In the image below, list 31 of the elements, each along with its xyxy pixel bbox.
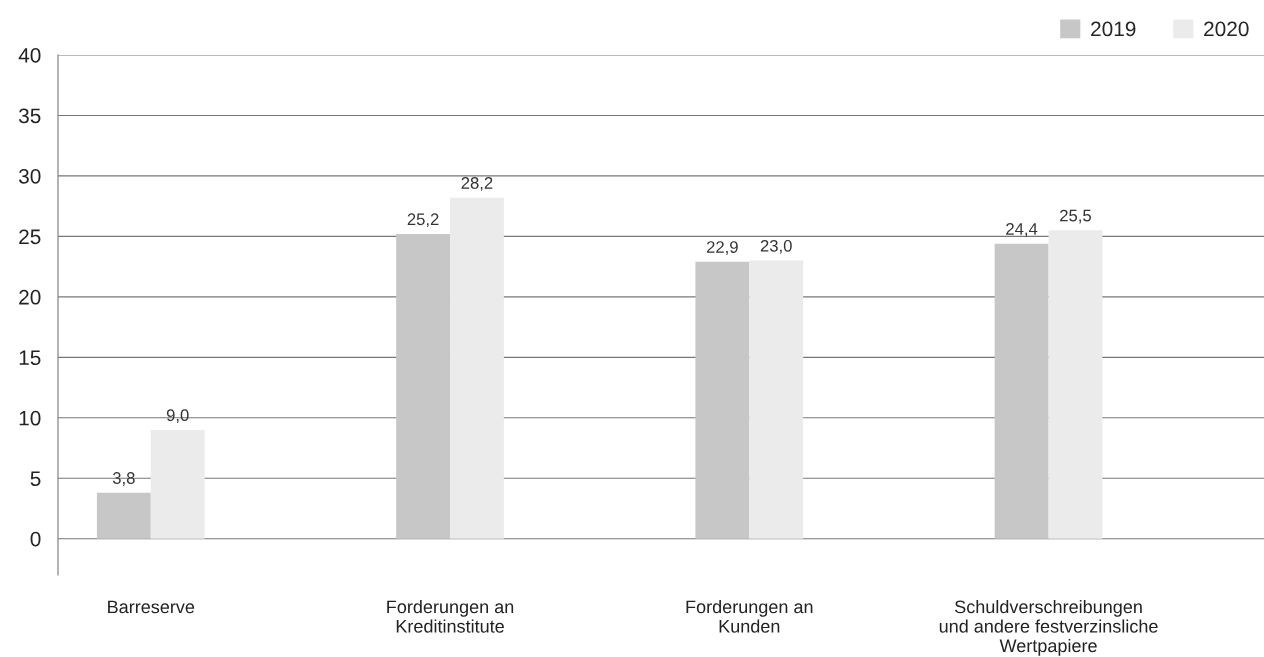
y-tick-label: 40 xyxy=(18,48,41,63)
x-tick-label: Schuldverschreibungen und andere festverzinsliche Wertpapiere xyxy=(939,600,1158,656)
data-label: 24,4 xyxy=(1006,223,1038,237)
bar xyxy=(450,197,504,539)
data-label: 23,0 xyxy=(760,239,792,254)
x-tick-label: Barreserve xyxy=(108,600,195,614)
y-tick-label: 35 xyxy=(18,108,41,124)
y-tick-label: 10 xyxy=(19,410,41,426)
bar xyxy=(396,233,451,539)
y-tick-label: 20 xyxy=(19,289,41,305)
legend-label: 2019 xyxy=(1091,21,1136,37)
data-label: 9,0 xyxy=(166,409,189,423)
data-label: 25,2 xyxy=(407,213,439,228)
data-label: 28,2 xyxy=(461,177,493,191)
bar xyxy=(749,260,804,539)
y-tick-label: 5 xyxy=(30,471,41,487)
y-tick-label: 30 xyxy=(18,168,41,184)
x-tick-label: Forderungen an Kunden xyxy=(686,600,813,633)
y-tick-label: 25 xyxy=(19,229,41,245)
bar xyxy=(1048,230,1103,539)
bar xyxy=(695,261,750,539)
x-tick-label: Forderungen an Kreditinstitute xyxy=(387,600,514,633)
data-label: 22,9 xyxy=(706,241,738,255)
bar xyxy=(96,492,151,539)
y-tick-label: 15 xyxy=(19,350,41,366)
legend-label: 2020 xyxy=(1204,21,1249,37)
data-label: 3,8 xyxy=(112,472,135,486)
data-label: 25,5 xyxy=(1060,209,1091,224)
bar xyxy=(994,243,1049,539)
y-tick-label: 0 xyxy=(30,531,41,547)
bar xyxy=(150,429,205,539)
